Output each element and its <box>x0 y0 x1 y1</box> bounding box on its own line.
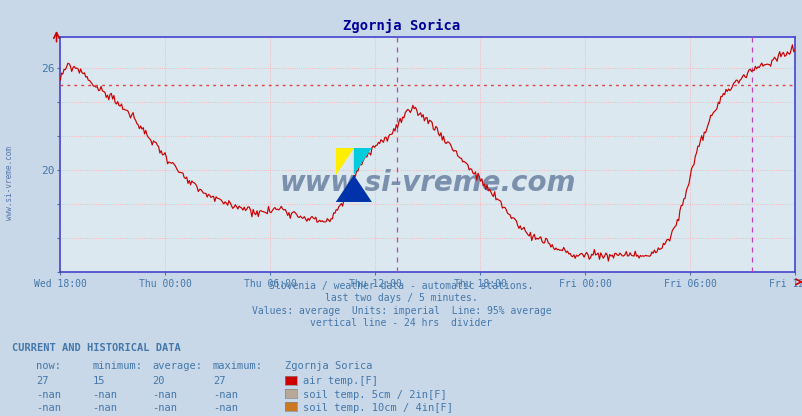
Text: -nan: -nan <box>152 403 177 413</box>
Text: now:: now: <box>36 361 61 371</box>
Text: Slovenia / weather data - automatic stations.: Slovenia / weather data - automatic stat… <box>269 281 533 291</box>
Polygon shape <box>335 148 354 175</box>
Text: vertical line - 24 hrs  divider: vertical line - 24 hrs divider <box>310 318 492 328</box>
Text: 27: 27 <box>213 376 225 386</box>
Text: minimum:: minimum: <box>92 361 142 371</box>
Text: average:: average: <box>152 361 202 371</box>
Text: -nan: -nan <box>213 390 237 400</box>
Text: maximum:: maximum: <box>213 361 262 371</box>
Text: Values: average  Units: imperial  Line: 95% average: Values: average Units: imperial Line: 95… <box>251 306 551 316</box>
Text: www.si-vreme.com: www.si-vreme.com <box>279 169 575 197</box>
Text: CURRENT AND HISTORICAL DATA: CURRENT AND HISTORICAL DATA <box>12 343 180 353</box>
Text: www.si-vreme.com: www.si-vreme.com <box>5 146 14 220</box>
Text: -nan: -nan <box>92 390 117 400</box>
Text: 27: 27 <box>36 376 49 386</box>
Text: 20: 20 <box>152 376 165 386</box>
Text: -nan: -nan <box>36 403 61 413</box>
Text: -nan: -nan <box>36 390 61 400</box>
Text: Zgornja Sorica: Zgornja Sorica <box>285 361 372 371</box>
Text: soil temp. 5cm / 2in[F]: soil temp. 5cm / 2in[F] <box>302 390 446 400</box>
Text: -nan: -nan <box>152 390 177 400</box>
Text: Zgornja Sorica: Zgornja Sorica <box>342 19 460 33</box>
Polygon shape <box>354 148 371 175</box>
Text: -nan: -nan <box>213 403 237 413</box>
Text: 15: 15 <box>92 376 105 386</box>
Text: soil temp. 10cm / 4in[F]: soil temp. 10cm / 4in[F] <box>302 403 452 413</box>
Polygon shape <box>335 175 371 202</box>
Text: air temp.[F]: air temp.[F] <box>302 376 377 386</box>
Text: -nan: -nan <box>92 403 117 413</box>
Text: last two days / 5 minutes.: last two days / 5 minutes. <box>325 293 477 303</box>
